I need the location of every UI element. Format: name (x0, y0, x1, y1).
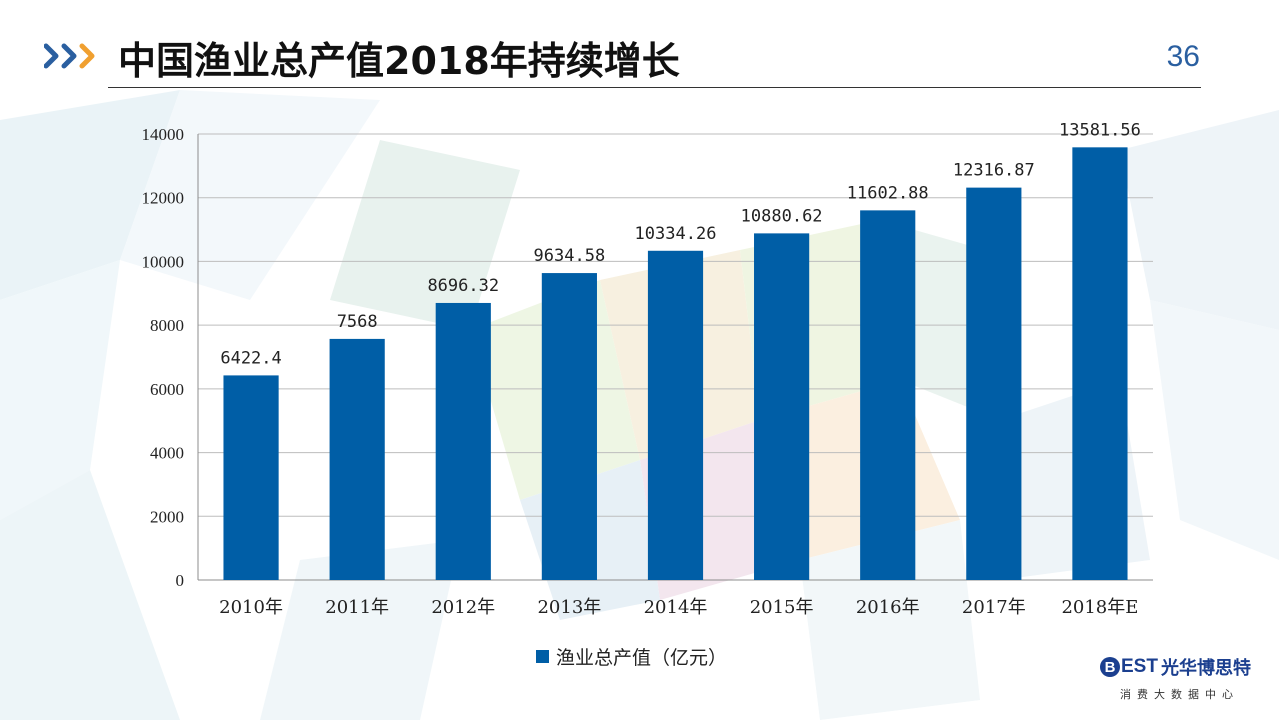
data-label: 13581.56 (1059, 120, 1141, 140)
bar (1072, 147, 1128, 580)
y-tick-label: 12000 (142, 189, 185, 208)
page-number: 36 (1166, 40, 1200, 73)
y-tick-label: 8000 (150, 316, 184, 335)
brand-logo: B EST 光华博思特 消费大数据中心 (1100, 654, 1265, 710)
bar (435, 302, 491, 580)
data-label: 10334.26 (635, 224, 717, 244)
logo-mark: B (1100, 657, 1120, 677)
legend-swatch (536, 650, 549, 663)
bar (329, 338, 385, 580)
x-tick-label: 2018年E (1061, 597, 1138, 618)
data-label: 12316.87 (953, 161, 1035, 181)
x-tick-label: 2014年 (644, 597, 708, 618)
logo-subtitle: 消费大数据中心 (1120, 688, 1239, 701)
y-axis-ticks: 0 2000 4000 6000 8000 10000 12000 14000 (142, 125, 185, 590)
x-axis-ticks: 2010年 2011年 2012年 2013年 2014年 2015年 2016年 2017年… (219, 597, 1138, 618)
legend-label: 渔业总产值（亿元） (556, 647, 728, 669)
data-labels: 6422.4 7568 8696.32 9634.58 10334.26 10880.62… (220, 120, 1141, 368)
x-tick-label: 2015年 (750, 597, 814, 618)
bar (223, 375, 279, 580)
slide-header: 中国渔业总产值2018年持续增长 36 (0, 0, 1279, 95)
y-tick-label: 4000 (150, 444, 184, 463)
logo-cn-name: 光华博思特 (1160, 658, 1251, 679)
bar (647, 250, 704, 580)
x-tick-label: 2013年 (537, 597, 601, 618)
x-tick-label: 2012年 (431, 597, 495, 618)
bar (860, 210, 916, 580)
data-label: 11602.88 (847, 183, 929, 203)
x-tick-label: 2011年 (325, 597, 389, 618)
bar (754, 233, 810, 581)
data-label: 6422.4 (220, 348, 281, 368)
bar (966, 187, 1022, 581)
title-divider (108, 87, 1201, 88)
chevron-right-icon (44, 43, 95, 69)
x-tick-label: 2016年 (856, 597, 920, 618)
y-tick-label: 14000 (142, 125, 185, 144)
logo-text: EST (1121, 656, 1158, 677)
y-tick-label: 10000 (142, 252, 185, 271)
y-tick-label: 0 (176, 571, 185, 590)
data-label: 8696.32 (427, 276, 499, 296)
y-tick-label: 2000 (150, 507, 184, 526)
bar (541, 273, 597, 580)
page-title: 中国渔业总产值2018年持续增长 (118, 39, 680, 83)
data-label: 7568 (337, 312, 378, 332)
x-tick-label: 2017年 (962, 597, 1026, 618)
bars (223, 147, 1128, 581)
data-label: 10880.62 (741, 206, 823, 226)
chart-legend: 渔业总产值（亿元） (536, 643, 727, 670)
x-tick-label: 2010年 (219, 597, 283, 618)
data-label: 9634.58 (534, 246, 606, 266)
y-tick-label: 6000 (150, 380, 184, 399)
